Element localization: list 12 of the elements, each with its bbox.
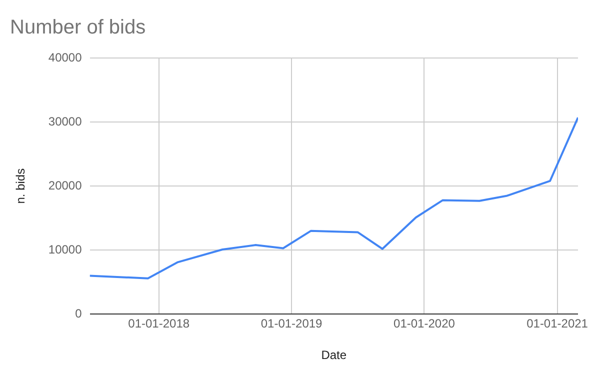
- y-tick-label: 0: [75, 306, 82, 321]
- x-tick-label: 01-01-2021: [526, 316, 588, 331]
- y-tick-label: 20000: [48, 178, 82, 192]
- chart-title: Number of bids: [10, 16, 146, 39]
- x-axis-title: Date: [321, 348, 347, 362]
- y-tick-label: 40000: [48, 50, 82, 64]
- x-tick-label: 01-01-2019: [260, 316, 323, 331]
- y-axis-title: n. bids: [14, 168, 28, 204]
- y-tick-label: 30000: [48, 114, 82, 128]
- y-tick-label: 10000: [48, 242, 82, 256]
- x-tick-label: 01-01-2020: [394, 316, 456, 331]
- x-tick-label: 01-01-2018: [128, 316, 190, 331]
